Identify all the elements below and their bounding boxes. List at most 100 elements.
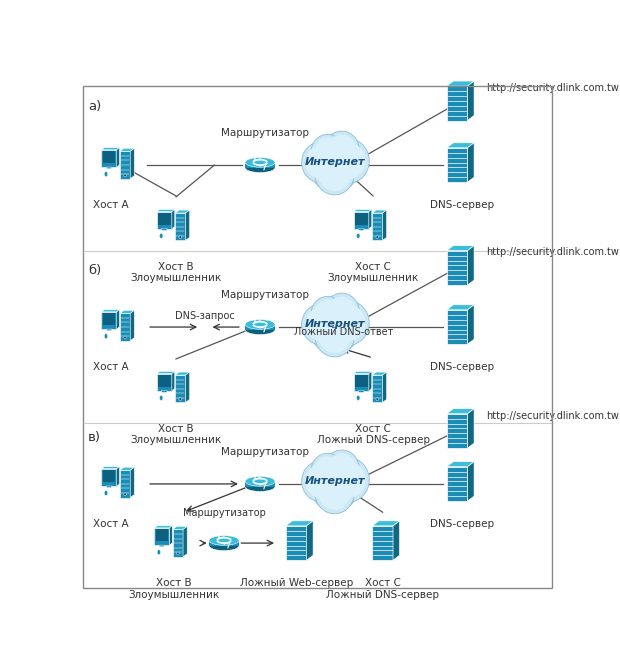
Polygon shape xyxy=(446,250,467,285)
Ellipse shape xyxy=(245,163,275,172)
Polygon shape xyxy=(175,210,190,213)
Polygon shape xyxy=(120,148,135,152)
Text: Хост B
Злоумышленник: Хост B Злоумышленник xyxy=(130,424,221,446)
Ellipse shape xyxy=(159,233,163,238)
Circle shape xyxy=(332,143,366,179)
Circle shape xyxy=(305,146,336,179)
Polygon shape xyxy=(286,526,306,560)
Polygon shape xyxy=(120,467,135,470)
Polygon shape xyxy=(467,246,474,285)
Ellipse shape xyxy=(356,395,360,400)
Polygon shape xyxy=(185,210,190,240)
Circle shape xyxy=(319,319,351,353)
Polygon shape xyxy=(354,210,372,212)
Polygon shape xyxy=(120,470,130,498)
Polygon shape xyxy=(102,148,120,150)
Polygon shape xyxy=(245,325,275,330)
Polygon shape xyxy=(117,148,120,167)
Polygon shape xyxy=(355,375,368,387)
Polygon shape xyxy=(161,228,167,230)
Polygon shape xyxy=(369,210,372,228)
Polygon shape xyxy=(130,311,135,341)
Circle shape xyxy=(123,174,126,177)
Polygon shape xyxy=(306,521,313,560)
Text: Хост А: Хост А xyxy=(94,519,129,529)
Text: Маршрутизатор: Маршрутизатор xyxy=(183,508,265,518)
Ellipse shape xyxy=(245,158,275,167)
Text: Маршрутизатор: Маршрутизатор xyxy=(221,128,309,138)
Text: http://security.dlink.com.tw: http://security.dlink.com.tw xyxy=(486,83,619,93)
Polygon shape xyxy=(446,467,467,501)
Polygon shape xyxy=(157,373,172,391)
Circle shape xyxy=(319,475,351,510)
Ellipse shape xyxy=(245,482,275,492)
Polygon shape xyxy=(102,150,117,167)
Circle shape xyxy=(309,457,360,511)
Circle shape xyxy=(376,397,379,401)
Circle shape xyxy=(314,305,355,349)
Polygon shape xyxy=(354,212,369,228)
Polygon shape xyxy=(446,413,467,448)
Polygon shape xyxy=(372,213,383,240)
Polygon shape xyxy=(157,371,175,373)
Polygon shape xyxy=(369,371,372,391)
Text: Интернет: Интернет xyxy=(304,319,365,329)
Ellipse shape xyxy=(104,333,108,339)
Polygon shape xyxy=(183,526,187,556)
Ellipse shape xyxy=(245,476,275,486)
Ellipse shape xyxy=(356,233,360,238)
Ellipse shape xyxy=(159,395,163,400)
Polygon shape xyxy=(383,372,387,402)
Circle shape xyxy=(314,138,341,166)
Polygon shape xyxy=(120,311,135,313)
Polygon shape xyxy=(106,167,112,169)
Circle shape xyxy=(328,458,370,502)
Polygon shape xyxy=(175,375,185,402)
Text: Ложный Web-сервер: Ложный Web-сервер xyxy=(239,578,353,588)
Polygon shape xyxy=(446,81,474,86)
Polygon shape xyxy=(286,521,313,526)
Polygon shape xyxy=(175,372,190,375)
Polygon shape xyxy=(159,545,165,546)
Polygon shape xyxy=(372,210,387,213)
Polygon shape xyxy=(175,213,185,240)
Polygon shape xyxy=(354,371,372,373)
Ellipse shape xyxy=(245,319,275,329)
Circle shape xyxy=(332,462,366,498)
Circle shape xyxy=(319,156,351,191)
Ellipse shape xyxy=(209,536,239,545)
Circle shape xyxy=(302,461,340,502)
Polygon shape xyxy=(106,329,112,331)
Polygon shape xyxy=(446,462,474,467)
Text: Хост С
Злоумышленник: Хост С Злоумышленник xyxy=(327,262,418,283)
Circle shape xyxy=(179,397,182,401)
Polygon shape xyxy=(372,521,400,526)
Polygon shape xyxy=(393,521,400,560)
Polygon shape xyxy=(103,470,115,482)
Polygon shape xyxy=(446,148,467,182)
Circle shape xyxy=(314,299,341,329)
Polygon shape xyxy=(120,152,130,179)
Polygon shape xyxy=(358,391,365,392)
Polygon shape xyxy=(157,210,175,212)
Text: Интернет: Интернет xyxy=(304,476,365,486)
Circle shape xyxy=(305,464,336,498)
Polygon shape xyxy=(156,529,168,541)
Polygon shape xyxy=(103,313,115,325)
Text: в): в) xyxy=(88,431,101,444)
Circle shape xyxy=(311,297,344,331)
Circle shape xyxy=(123,336,126,339)
Text: б): б) xyxy=(88,264,101,277)
Polygon shape xyxy=(102,469,117,486)
Circle shape xyxy=(177,552,179,555)
Text: http://security.dlink.com.tw: http://security.dlink.com.tw xyxy=(486,411,619,421)
Circle shape xyxy=(309,300,360,354)
Polygon shape xyxy=(446,246,474,250)
Circle shape xyxy=(123,493,126,496)
Polygon shape xyxy=(467,81,474,120)
Polygon shape xyxy=(161,391,167,392)
Circle shape xyxy=(314,456,341,486)
Text: а): а) xyxy=(88,100,101,113)
Polygon shape xyxy=(467,409,474,448)
Polygon shape xyxy=(172,530,183,556)
